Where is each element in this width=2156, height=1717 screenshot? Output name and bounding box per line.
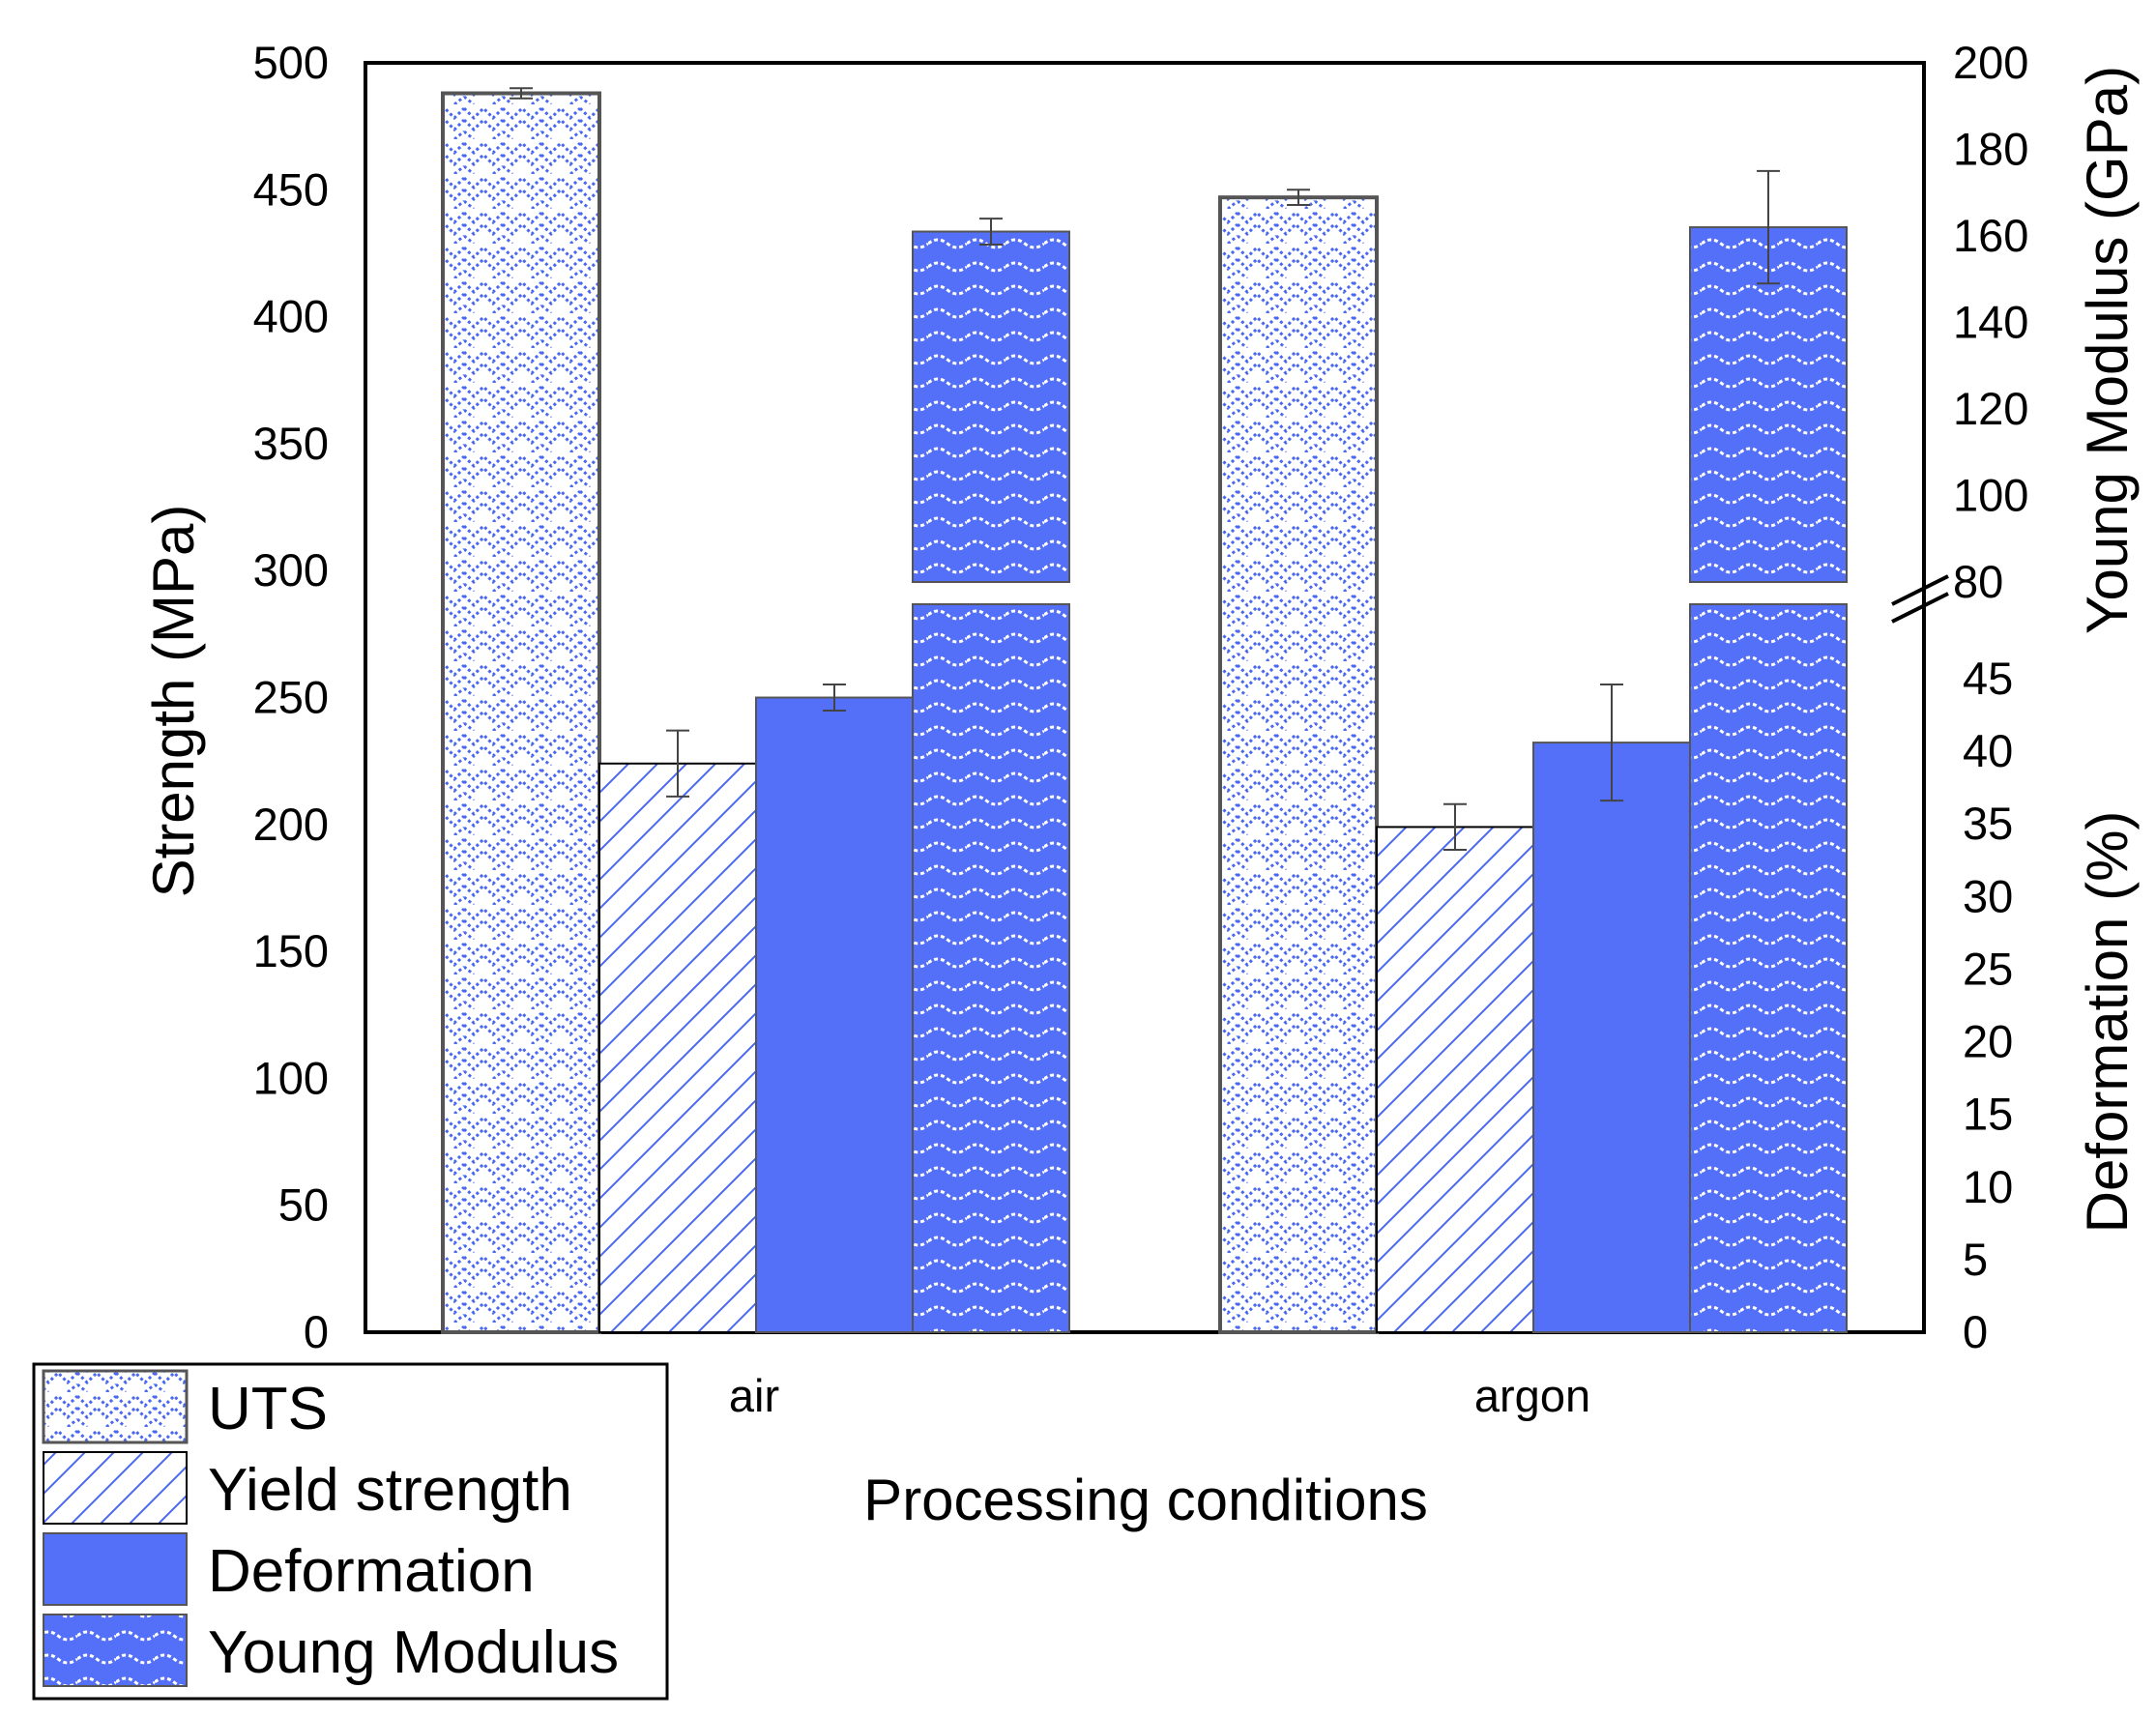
bar-deformation-argon bbox=[1532, 742, 1691, 1333]
left-tick-label: 450 bbox=[253, 163, 329, 215]
bar-young-modulus-argon-lower bbox=[1689, 603, 1848, 1333]
error-bar-deformation-argon bbox=[1600, 684, 1623, 802]
bar-yield-strength-air bbox=[598, 762, 757, 1333]
right-lower-tick-label: 5 bbox=[1963, 1234, 1988, 1285]
right-lower-tick-label: 45 bbox=[1963, 653, 2013, 704]
error-bar-deformation-air bbox=[823, 684, 846, 713]
axis-break-marker bbox=[1891, 574, 1949, 624]
right-upper-tick-label: 100 bbox=[1953, 470, 2028, 521]
legend-label-yield-strength: Yield strength bbox=[208, 1457, 572, 1524]
error-bar-young-modulus-air bbox=[979, 218, 1003, 246]
error-bar-yield-strength-argon bbox=[1443, 802, 1467, 852]
right-lower-tick-label: 0 bbox=[1963, 1306, 1988, 1357]
bars-layer bbox=[441, 91, 1848, 1335]
left-axis-title: Strength (MPa) bbox=[141, 505, 206, 898]
bar-uts-argon bbox=[1218, 195, 1379, 1335]
category-label-argon: argon bbox=[1474, 1370, 1590, 1421]
error-bar-uts-argon bbox=[1287, 189, 1310, 207]
right-lower-tick-label: 40 bbox=[1963, 725, 2013, 776]
right-lower-tick-label: 10 bbox=[1963, 1161, 2013, 1212]
right-axis-upper-ticks: 80 100 120 140 160 180 200 bbox=[1953, 37, 2028, 607]
category-label-air: air bbox=[729, 1370, 779, 1421]
plot-frame bbox=[364, 61, 1926, 1334]
left-tick-label: 150 bbox=[253, 925, 329, 976]
legend-swatch-deformation bbox=[43, 1532, 188, 1606]
right-upper-tick-label: 160 bbox=[1953, 210, 2028, 261]
bar-yield-strength-argon bbox=[1376, 826, 1534, 1333]
left-tick-label: 350 bbox=[253, 418, 329, 469]
left-tick-label: 400 bbox=[253, 291, 329, 342]
left-tick-label: 0 bbox=[304, 1306, 329, 1357]
legend-swatch-young-modulus bbox=[43, 1614, 188, 1687]
legend-label-uts: UTS bbox=[208, 1376, 328, 1442]
right-lower-tick-label: 35 bbox=[1963, 798, 2013, 849]
error-bars-layer bbox=[510, 87, 1780, 852]
right-lower-tick-label: 20 bbox=[1963, 1016, 2013, 1067]
legend-label-young-modulus: Young Modulus bbox=[208, 1619, 619, 1686]
left-tick-label: 100 bbox=[253, 1052, 329, 1103]
right-upper-tick-label: 140 bbox=[1953, 297, 2028, 348]
error-bar-uts-air bbox=[510, 87, 533, 100]
left-tick-label: 500 bbox=[253, 37, 329, 88]
right-lower-tick-label: 15 bbox=[1963, 1089, 2013, 1140]
x-axis-title: Processing conditions bbox=[863, 1468, 1428, 1532]
error-bar-yield-strength-air bbox=[666, 729, 689, 798]
right-axis-lower-ticks: 0 5 10 15 20 25 30 35 40 45 bbox=[1963, 653, 2013, 1357]
right-upper-tick-label: 80 bbox=[1953, 556, 2003, 607]
bar-uts-air bbox=[441, 91, 601, 1335]
right-upper-tick-label: 200 bbox=[1953, 37, 2028, 88]
bar-deformation-air bbox=[755, 696, 914, 1333]
bar-young-modulus-air-lower bbox=[912, 603, 1070, 1333]
legend: UTS Yield strength Deformation Young Mod… bbox=[32, 1362, 669, 1701]
right-lower-tick-label: 25 bbox=[1963, 943, 2013, 994]
legend-swatch-uts bbox=[42, 1369, 189, 1444]
left-axis-ticks: 0 50 100 150 200 250 300 350 400 450 500 bbox=[253, 37, 329, 1357]
right-axis-lower-title: Deformation (%) bbox=[2075, 811, 2140, 1234]
legend-label-deformation: Deformation bbox=[208, 1538, 535, 1605]
error-bar-young-modulus-argon bbox=[1757, 169, 1780, 285]
left-tick-label: 200 bbox=[253, 799, 329, 850]
bar-young-modulus-air bbox=[912, 230, 1070, 583]
left-tick-label: 300 bbox=[253, 544, 329, 596]
right-upper-tick-label: 120 bbox=[1953, 383, 2028, 434]
right-upper-tick-label: 180 bbox=[1953, 124, 2028, 175]
left-tick-label: 50 bbox=[278, 1179, 329, 1231]
left-tick-label: 250 bbox=[253, 672, 329, 723]
right-lower-tick-label: 30 bbox=[1963, 870, 2013, 921]
right-axis-upper-title: Young Modulus (GPa) bbox=[2075, 66, 2140, 634]
legend-swatch-yield-strength bbox=[43, 1451, 188, 1525]
